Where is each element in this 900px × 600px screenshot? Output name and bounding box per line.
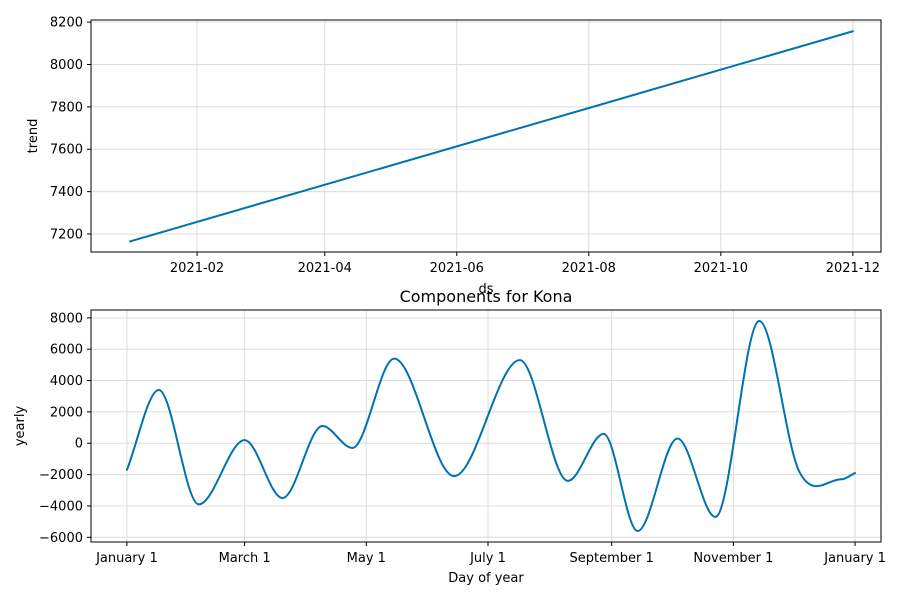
yearly-x-tick-label: January 1	[823, 551, 886, 566]
trend-x-tick-label: 2021-04	[298, 261, 352, 276]
trend-y-tick-label: 7200	[50, 227, 83, 242]
trend-y-tick-label: 7600	[50, 143, 83, 158]
trend-grid	[91, 20, 881, 252]
trend-x-tick-label: 2021-12	[826, 261, 880, 276]
trend-y-tick-label: 8000	[50, 58, 83, 73]
yearly-y-tick-label: −2000	[39, 468, 83, 483]
yearly-plot-frame	[90, 309, 882, 543]
yearly-y-axis-label: yearly	[13, 406, 28, 447]
yearly-x-tick-label: September 1	[570, 551, 654, 566]
yearly-x-tick-label: July 1	[469, 551, 506, 566]
yearly-grid	[91, 310, 881, 542]
yearly-y-tick-label: 6000	[50, 343, 83, 358]
trend-ticks: 2021-02 2021-04 2021-06 2021-08 2021-10 2021-…	[50, 16, 880, 276]
trend-x-axis-label: ds	[478, 282, 493, 297]
yearly-x-tick-label: November 1	[693, 551, 773, 566]
yearly-series-layer	[125, 319, 857, 533]
yearly-y-tick-label: −4000	[39, 499, 83, 514]
yearly-x-tick-label: March 1	[219, 551, 271, 566]
trend-x-tick-label: 2021-08	[562, 261, 616, 276]
yearly-series-line	[125, 319, 857, 533]
yearly-y-tick-label: −6000	[39, 531, 83, 546]
trend-series-layer	[128, 30, 854, 243]
chart-title: Components for Kona	[400, 287, 573, 306]
yearly-y-tick-label: 4000	[50, 374, 83, 389]
trend-x-tick-label: 2021-06	[430, 261, 484, 276]
yearly-x-tick-label: January 1	[95, 551, 158, 566]
trend-y-axis-label: trend	[26, 119, 41, 154]
trend-y-tick-label: 7400	[50, 185, 83, 200]
yearly-y-tick-label: 0	[75, 437, 83, 452]
yearly-x-axis-label: Day of year	[448, 571, 524, 586]
trend-plot-frame	[90, 19, 882, 253]
trend-y-tick-label: 7800	[50, 100, 83, 115]
trend-y-tick-label: 8200	[50, 16, 83, 31]
yearly-x-tick-label: May 1	[347, 551, 386, 566]
yearly-panel: January 1 March 1 May 1 July 1 September 1 No…	[13, 287, 886, 586]
yearly-y-tick-label: 2000	[50, 405, 83, 420]
trend-series-line	[128, 30, 854, 243]
trend-x-tick-label: 2021-02	[170, 261, 224, 276]
trend-x-tick-label: 2021-10	[694, 261, 748, 276]
yearly-ticks: January 1 March 1 May 1 July 1 September 1 No…	[39, 311, 886, 566]
yearly-y-tick-label: 8000	[50, 311, 83, 326]
trend-panel: 2021-02 2021-04 2021-06 2021-08 2021-10 2021-…	[26, 16, 882, 297]
